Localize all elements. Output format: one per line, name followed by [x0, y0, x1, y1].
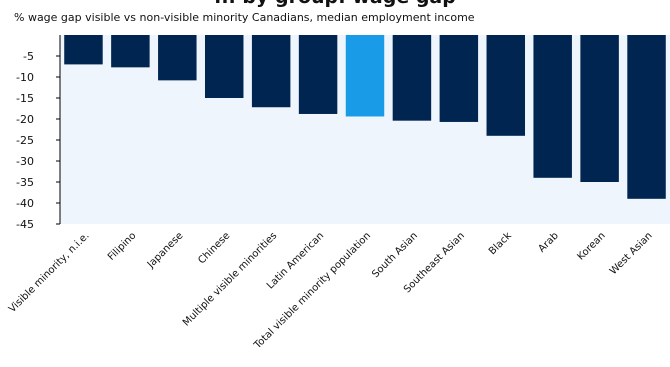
bar — [298, 35, 338, 114]
y-tick-label: -45 — [16, 218, 34, 231]
bar — [204, 35, 244, 98]
bar — [158, 35, 197, 81]
bar — [580, 35, 619, 182]
x-category-label: Multiple visible minorities — [181, 230, 279, 328]
x-category-label: Visible minority, n.i.e. — [7, 230, 92, 315]
bar — [251, 35, 291, 108]
bar — [627, 35, 666, 199]
bar — [111, 35, 150, 68]
y-tick-label: -35 — [16, 176, 34, 189]
x-category-label: Korean — [575, 230, 607, 262]
x-category-label: West Asian — [608, 230, 655, 277]
y-tick-label: -10 — [16, 71, 34, 84]
y-tick-label: -5 — [23, 50, 34, 63]
y-tick-label: -20 — [16, 113, 34, 126]
bar — [439, 35, 479, 122]
y-tick-label: -40 — [16, 197, 34, 210]
bar — [533, 35, 572, 178]
y-tick-label: -30 — [16, 155, 34, 168]
bar — [486, 35, 526, 136]
chart-title: ... by group: wage gap — [0, 0, 670, 8]
bar — [392, 35, 432, 121]
x-category-label: Filipino — [106, 230, 138, 262]
x-category-label: Black — [487, 230, 514, 257]
bar — [64, 35, 103, 65]
x-category-label: Arab — [536, 230, 560, 254]
y-tick-label: -25 — [16, 134, 34, 147]
x-category-label: Chinese — [196, 230, 232, 266]
chart-subtitle: % wage gap visible vs non-visible minori… — [14, 11, 475, 24]
bar — [345, 35, 385, 117]
y-tick-label: -15 — [16, 92, 34, 105]
x-category-label: South Asian — [370, 230, 420, 280]
x-category-label: Japanese — [145, 230, 186, 271]
